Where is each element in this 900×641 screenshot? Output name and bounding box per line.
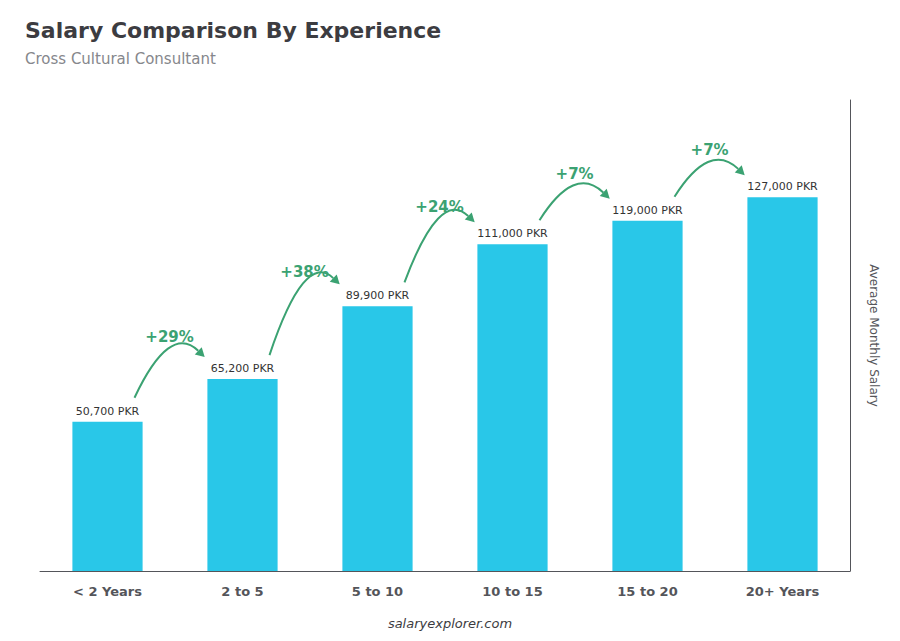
svg-text:119,000 PKR: 119,000 PKR (612, 204, 683, 217)
svg-text:Cross Cultural Consultant: Cross Cultural Consultant (25, 50, 216, 68)
svg-text:89,900 PKR: 89,900 PKR (346, 289, 410, 302)
svg-text:salaryexplorer.com: salaryexplorer.com (388, 616, 512, 631)
svg-text:111,000 PKR: 111,000 PKR (477, 227, 548, 240)
svg-text:+7%: +7% (556, 165, 594, 183)
svg-text:< 2 Years: < 2 Years (73, 584, 142, 599)
svg-text:15 to 20: 15 to 20 (617, 584, 677, 599)
svg-text:Average Monthly Salary: Average Monthly Salary (867, 264, 881, 407)
svg-text:+7%: +7% (691, 141, 729, 159)
svg-text:+29%: +29% (145, 328, 193, 346)
svg-text:10 to 15: 10 to 15 (482, 584, 542, 599)
svg-text:5 to 10: 5 to 10 (352, 584, 403, 599)
svg-text:20+ Years: 20+ Years (746, 584, 820, 599)
svg-text:2 to 5: 2 to 5 (221, 584, 263, 599)
svg-text:127,000 PKR: 127,000 PKR (747, 180, 818, 193)
svg-text:Salary Comparison By Experienc: Salary Comparison By Experience (25, 18, 441, 43)
svg-text:65,200 PKR: 65,200 PKR (211, 362, 275, 375)
svg-text:50,700 PKR: 50,700 PKR (76, 405, 140, 418)
svg-text:+38%: +38% (280, 263, 328, 281)
svg-text:+24%: +24% (415, 198, 463, 216)
